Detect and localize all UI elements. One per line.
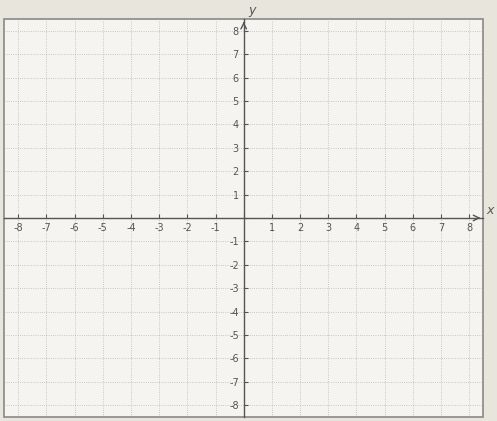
Text: y: y: [248, 4, 256, 17]
Text: x: x: [486, 205, 494, 217]
